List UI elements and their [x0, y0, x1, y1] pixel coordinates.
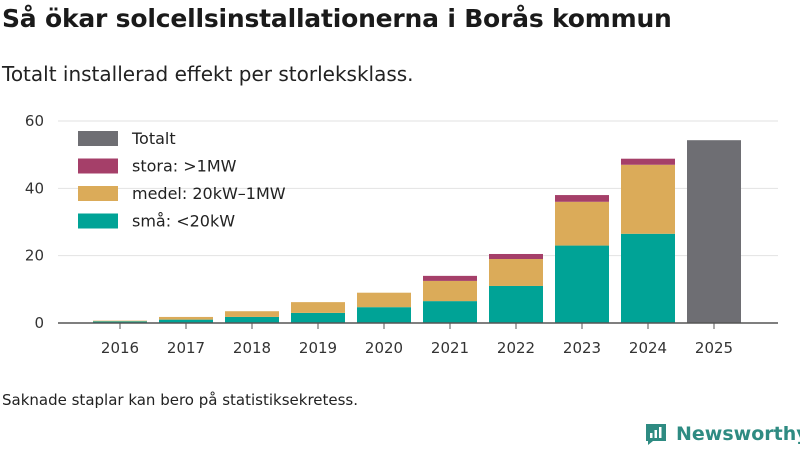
- bar-sma-2020: [357, 307, 411, 323]
- bar-medel-2022: [489, 259, 543, 286]
- legend-label-totalt: Totalt: [131, 129, 176, 148]
- x-tick-label-2019: 2019: [299, 339, 337, 357]
- legend-swatch-sma: [78, 213, 118, 229]
- bar-medel-2017: [159, 316, 213, 320]
- legend-label-stora: stora: >1MW: [132, 157, 237, 176]
- y-tick-label: 60: [25, 112, 44, 130]
- x-tick-label-2022: 2022: [497, 339, 535, 357]
- bar-medel-2020: [357, 292, 411, 308]
- chart-subtitle: Totalt installerad effekt per storlekskl…: [2, 62, 414, 86]
- bar-sma-2021: [423, 301, 477, 323]
- x-tick-label-2017: 2017: [167, 339, 205, 357]
- bars: [93, 140, 741, 323]
- bar-medel-2023: [555, 201, 609, 246]
- bar-medel-2019: [291, 302, 345, 313]
- bar-stora-2021: [423, 275, 477, 281]
- bar-medel-2016: [93, 320, 147, 322]
- y-tick-label: 20: [25, 247, 44, 265]
- x-tick-label-2018: 2018: [233, 339, 271, 357]
- x-tick-label-2025: 2025: [695, 339, 733, 357]
- x-tick-label-2024: 2024: [629, 339, 667, 357]
- brand-logo-group: Newsworthy: [644, 420, 800, 448]
- bar-chart: 0 20 40 60 2016 2017 2018 2019 2020 2021 2022 2023 2…: [25, 112, 778, 357]
- bar-totalt-2025: [687, 140, 741, 323]
- bar-sma-2017: [159, 319, 213, 323]
- bar-sma-2024: [621, 233, 675, 323]
- bar-medel-2021: [423, 280, 477, 302]
- bar-medel-2018: [225, 311, 279, 317]
- bar-stora-2024: [621, 158, 675, 165]
- x-tick-label-2020: 2020: [365, 339, 403, 357]
- bar-stora-2022: [489, 253, 543, 260]
- y-tick-label: 0: [34, 314, 44, 332]
- legend: Totalt stora: >1MW medel: 20kW–1MW små: <20…: [78, 129, 286, 231]
- x-tick-label-2021: 2021: [431, 339, 469, 357]
- chart-title: Så ökar solcellsinstallationerna i Borås…: [2, 4, 672, 33]
- newsworthy-logo-icon: [646, 424, 666, 445]
- bar-sma-2023: [555, 245, 609, 323]
- x-tick-label-2023: 2023: [563, 339, 601, 357]
- bar-stora-2023: [555, 195, 609, 202]
- footnote: Saknade staplar kan bero på statistiksek…: [2, 391, 359, 409]
- axis-ticks: 0 20 40 60 2016 2017 2018 2019 2020 2021 2022 2023 2…: [25, 112, 733, 357]
- x-tick-label-2016: 2016: [101, 339, 139, 357]
- legend-label-sma: små: <20kW: [132, 212, 235, 231]
- legend-swatch-medel: [78, 186, 118, 201]
- bar-sma-2019: [291, 312, 345, 323]
- bar-medel-2024: [621, 164, 675, 234]
- y-tick-label: 40: [25, 179, 44, 197]
- legend-label-medel: medel: 20kW–1MW: [132, 184, 286, 203]
- brand-name: Newsworthy: [676, 423, 800, 445]
- legend-swatch-stora: [78, 158, 118, 174]
- bar-sma-2022: [489, 285, 543, 323]
- legend-swatch-totalt: [78, 131, 118, 146]
- bar-sma-2018: [225, 316, 279, 323]
- bar-sma-2016: [93, 321, 147, 323]
